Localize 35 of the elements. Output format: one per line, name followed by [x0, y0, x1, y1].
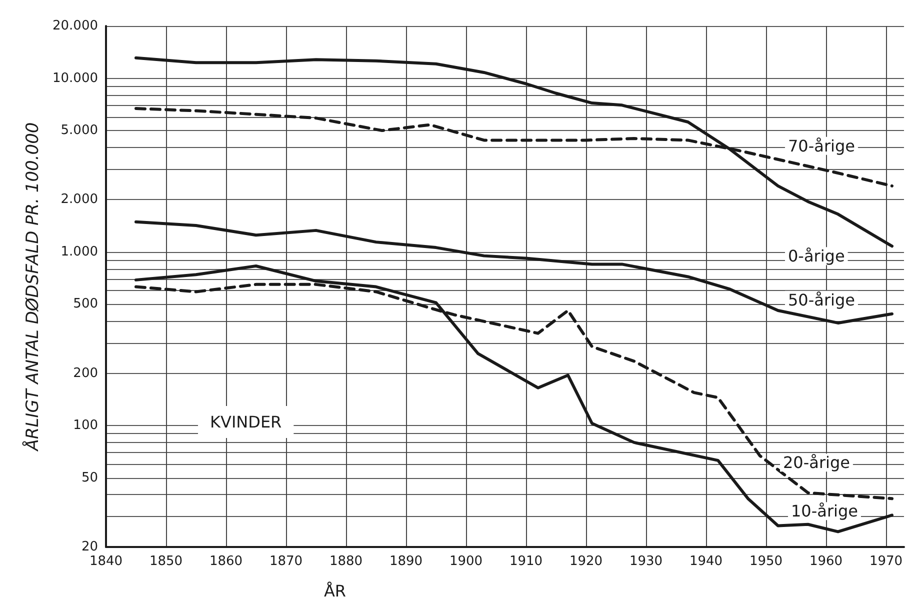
x-tick-label: 1880: [329, 554, 363, 569]
x-tick-label: 1940: [689, 554, 723, 569]
x-tick-label: 1860: [209, 554, 243, 569]
y-tick-label: 1.000: [60, 244, 98, 260]
series-label: 70-årige: [788, 136, 855, 156]
line-series: [134, 264, 894, 534]
x-tick-label: 1840: [89, 554, 123, 569]
x-tick-label: 1900: [449, 554, 483, 569]
y-tick-label: 100: [73, 418, 98, 434]
series-label: 20-årige: [783, 453, 850, 472]
y-tick-label: 500: [73, 296, 98, 312]
x-tick-label: 1890: [389, 554, 423, 569]
annotation: KVINDER: [210, 412, 282, 432]
line-series: [134, 56, 894, 248]
x-tick-label: 1920: [569, 554, 603, 569]
x-tick-label: 1910: [509, 554, 543, 569]
y-tick-label: 5.000: [60, 123, 98, 138]
x-tick-label: 1870: [269, 554, 303, 569]
x-tick-label: 1970: [869, 554, 903, 569]
x-tick-label: 1950: [749, 554, 783, 569]
series-label: 50-årige: [788, 290, 855, 310]
x-axis-title: ÅR: [324, 582, 346, 600]
line-series: [134, 220, 894, 324]
y-tick-label: 20.000: [52, 18, 98, 34]
x-tick-label: 1850: [149, 554, 183, 569]
y-tick-label: 20: [81, 540, 98, 554]
series-label: 0-årige: [788, 246, 845, 266]
series-label: 10-årige: [791, 502, 858, 521]
y-tick-label: 200: [73, 366, 98, 381]
x-tick-label: 1930: [629, 554, 663, 569]
x-tick-label: 1960: [809, 554, 843, 569]
y-tick-label: 10.000: [52, 70, 98, 86]
y-tick-label: 2.000: [60, 192, 98, 208]
y-tick-label: 50: [81, 470, 98, 486]
y-axis-title: ÅRLIGT ANTAL DØDSFALD PR. 100.000: [22, 122, 44, 452]
